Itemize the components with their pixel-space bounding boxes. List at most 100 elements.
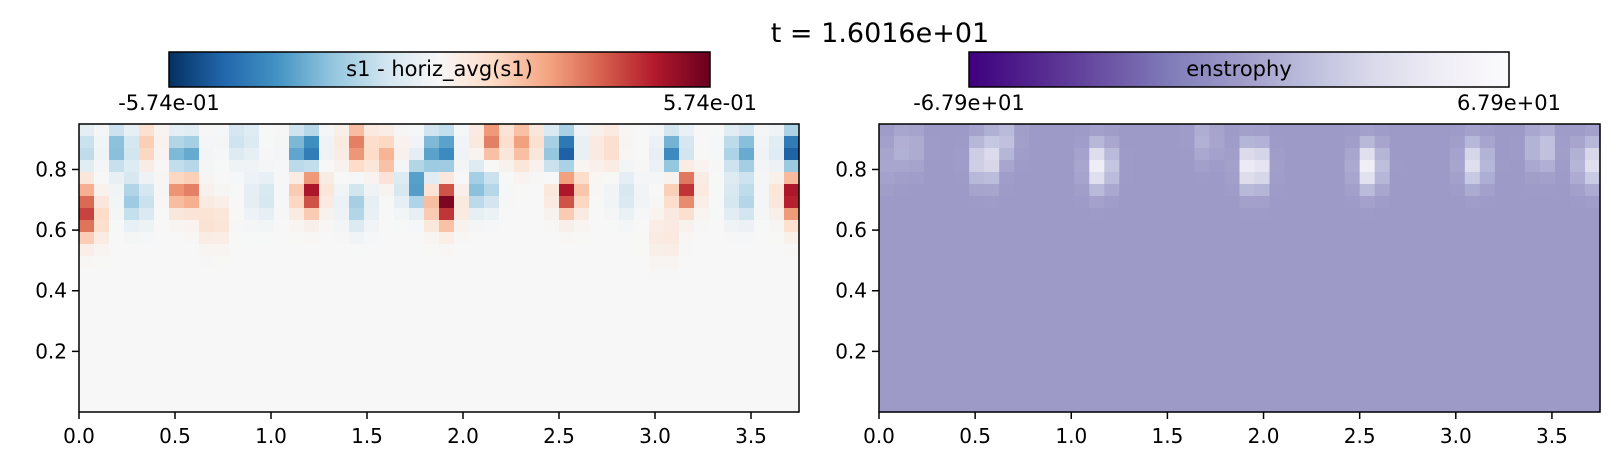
heatmap-cell — [709, 196, 725, 209]
x-tick-label: 2.5 — [1344, 424, 1376, 448]
heatmap-cell — [1329, 124, 1346, 137]
heatmap-cell — [1179, 148, 1196, 161]
heatmap-cell — [784, 124, 800, 137]
heatmap-cell — [499, 124, 515, 137]
heatmap-cell — [1314, 136, 1331, 149]
heatmap-cell — [1224, 376, 1241, 389]
heatmap-cell — [589, 244, 605, 257]
heatmap-cell — [319, 256, 335, 269]
heatmap-cell — [1494, 124, 1511, 137]
heatmap-cell — [879, 136, 895, 149]
heatmap-cell — [1089, 256, 1105, 269]
heatmap-cell — [1254, 220, 1271, 233]
heatmap-cell — [1119, 304, 1135, 317]
heatmap-cell — [1044, 292, 1060, 305]
heatmap-cell — [124, 256, 140, 269]
heatmap-cell — [1074, 136, 1090, 149]
heatmap-cell — [1134, 376, 1150, 389]
heatmap-cell — [1119, 292, 1135, 305]
heatmap-cell — [334, 304, 350, 317]
heatmap-cell — [999, 172, 1015, 185]
heatmap-cell — [1119, 184, 1135, 197]
heatmap-cell — [469, 340, 485, 353]
heatmap-cell — [1329, 292, 1346, 305]
heatmap-cell — [559, 124, 575, 137]
heatmap-cell — [784, 364, 800, 377]
heatmap-cell — [439, 316, 455, 329]
heatmap-cell — [379, 292, 395, 305]
heatmap-cell — [1164, 328, 1181, 341]
heatmap-cell — [1554, 376, 1571, 389]
heatmap-cell — [514, 232, 530, 245]
heatmap-cell — [514, 148, 530, 161]
heatmap-cell — [559, 220, 575, 233]
heatmap-cell — [1239, 244, 1256, 257]
heatmap-cell — [679, 196, 695, 209]
heatmap-cell — [939, 184, 955, 197]
heatmap-cell — [1044, 256, 1060, 269]
heatmap-cell — [559, 148, 575, 161]
heatmap-cell — [784, 256, 800, 269]
heatmap-cell — [229, 316, 245, 329]
heatmap-cell — [409, 352, 425, 365]
heatmap-cell — [1584, 268, 1601, 281]
heatmap-cell — [1299, 172, 1316, 185]
heatmap-cell — [484, 148, 500, 161]
heatmap-cell — [1149, 268, 1165, 281]
heatmap-cell — [1584, 316, 1601, 329]
heatmap-cell — [1554, 316, 1571, 329]
heatmap-cell — [1494, 304, 1511, 317]
heatmap-cell — [969, 172, 985, 185]
heatmap-cell — [1059, 316, 1075, 329]
heatmap-cell — [954, 376, 970, 389]
heatmap-cell — [969, 220, 985, 233]
heatmap-cell — [484, 196, 500, 209]
heatmap-cell — [1254, 340, 1271, 353]
heatmap-cell — [924, 196, 940, 209]
heatmap-cell — [1524, 232, 1541, 245]
heatmap-cell — [924, 148, 940, 161]
heatmap-cell — [529, 244, 545, 257]
heatmap-cell — [574, 220, 590, 233]
heatmap-cell — [1209, 376, 1226, 389]
heatmap-cell — [1284, 136, 1301, 149]
heatmap-cell — [649, 304, 665, 317]
heatmap-cell — [1044, 208, 1060, 221]
heatmap-cell — [1539, 376, 1556, 389]
heatmap-cell — [1509, 124, 1526, 137]
heatmap-cell — [439, 364, 455, 377]
heatmap-cell — [1524, 316, 1541, 329]
heatmap-cell — [1584, 388, 1601, 401]
heatmap-cell — [289, 148, 305, 161]
heatmap-cell — [984, 352, 1000, 365]
heatmap-cell — [1359, 268, 1376, 281]
s1-heatmap — [79, 124, 800, 413]
heatmap-cell — [1284, 124, 1301, 137]
heatmap-cell — [1104, 208, 1120, 221]
heatmap-cell — [1149, 328, 1165, 341]
heatmap-cell — [1374, 400, 1391, 413]
heatmap-cell — [1539, 304, 1556, 317]
heatmap-cell — [1314, 268, 1331, 281]
heatmap-cell — [349, 292, 365, 305]
heatmap-cell — [169, 136, 185, 149]
heatmap-cell — [1434, 376, 1451, 389]
heatmap-cell — [664, 208, 680, 221]
heatmap-cell — [274, 316, 290, 329]
heatmap-cell — [199, 352, 215, 365]
heatmap-cell — [1014, 268, 1030, 281]
heatmap-cell — [1269, 328, 1286, 341]
heatmap-cell — [739, 232, 755, 245]
heatmap-cell — [1239, 352, 1256, 365]
heatmap-cell — [409, 148, 425, 161]
heatmap-cell — [1554, 268, 1571, 281]
heatmap-cell — [754, 244, 770, 257]
heatmap-cell — [514, 244, 530, 257]
heatmap-cell — [679, 400, 695, 413]
heatmap-cell — [769, 136, 785, 149]
x-tick-label: 0.5 — [159, 424, 191, 448]
heatmap-cell — [1374, 388, 1391, 401]
heatmap-cell — [259, 400, 275, 413]
heatmap-cell — [999, 292, 1015, 305]
heatmap-cell — [604, 280, 620, 293]
